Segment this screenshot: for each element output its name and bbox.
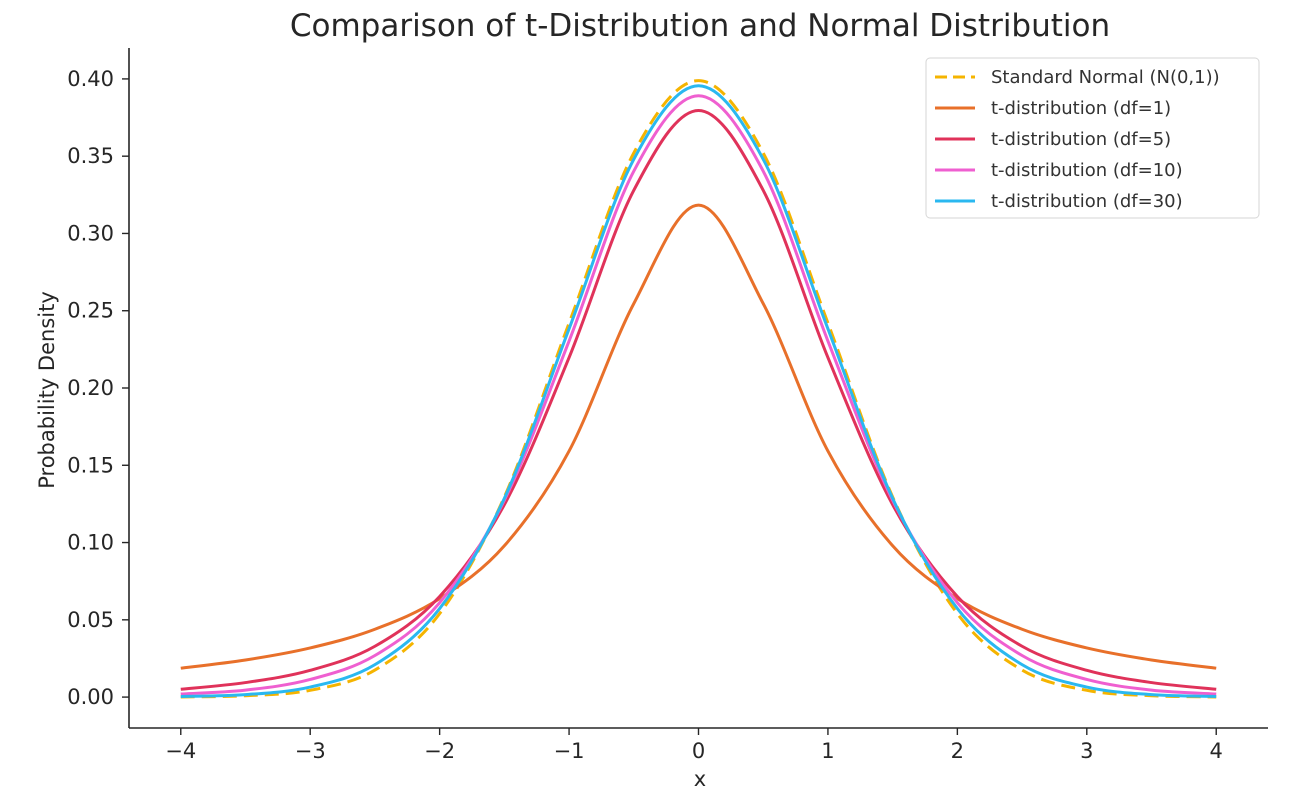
legend-label: t-distribution (df=30)	[991, 191, 1183, 212]
legend-items: Standard Normal (N(0,1)) t-distribution (…	[935, 67, 1220, 212]
chart-title: Comparison of t-Distribution and Normal …	[290, 8, 1110, 44]
series-line-t-distribution-df-10	[180, 94, 1217, 696]
legend-label: Standard Normal (N(0,1))	[991, 67, 1220, 88]
series-line-t-distribution-df-30	[180, 84, 1217, 698]
legend-label: t-distribution (df=10)	[991, 160, 1183, 181]
y-axis-title: Probability Density	[35, 291, 59, 489]
series-line-t-distribution-df-5	[180, 108, 1217, 691]
y-tick-label: 0.40	[67, 67, 114, 91]
x-tick-label: −3	[295, 739, 326, 763]
y-tick-label: 0.15	[67, 453, 114, 477]
x-axis-title: x	[694, 767, 706, 791]
y-ticks: 0.00 0.05 0.10 0.15 0.20 0.25 0.30 0.35 0.40	[67, 67, 129, 709]
y-tick-label: 0.35	[67, 144, 114, 168]
y-tick-label: 0.20	[67, 376, 114, 400]
x-tick-label: 1	[821, 739, 834, 763]
legend-label: t-distribution (df=5)	[991, 129, 1171, 150]
legend: Standard Normal (N(0,1)) t-distribution (…	[925, 57, 1260, 219]
y-tick-label: 0.25	[67, 299, 114, 323]
legend-label: t-distribution (df=1)	[991, 98, 1171, 119]
x-ticks: −4 −3 −2 −1 0 1 2 3 4	[165, 728, 1223, 763]
series-line-standard-normal-n-0-1	[180, 79, 1217, 699]
y-tick-label: 0.10	[67, 531, 114, 555]
x-tick-label: −2	[424, 739, 455, 763]
y-tick-label: 0.00	[67, 685, 114, 709]
y-tick-label: 0.30	[67, 221, 114, 245]
x-tick-label: 4	[1210, 739, 1223, 763]
series-lines	[180, 79, 1217, 699]
y-tick-label: 0.05	[67, 608, 114, 632]
x-tick-label: −4	[165, 739, 196, 763]
series-line-t-distribution-df-1	[180, 203, 1217, 670]
x-tick-label: 0	[692, 739, 705, 763]
x-tick-label: −1	[554, 739, 585, 763]
x-tick-label: 3	[1080, 739, 1093, 763]
legend-box	[925, 57, 1260, 219]
x-tick-label: 2	[951, 739, 964, 763]
